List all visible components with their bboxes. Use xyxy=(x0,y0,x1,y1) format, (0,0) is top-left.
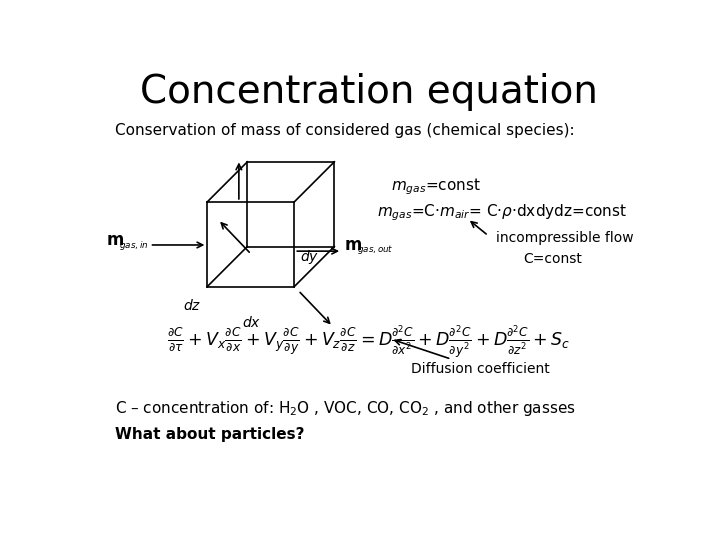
Text: Concentration equation: Concentration equation xyxy=(140,73,598,111)
Text: incompressible flow: incompressible flow xyxy=(496,231,634,245)
Text: $dz$: $dz$ xyxy=(183,298,201,313)
Text: $\mathbf{m}$: $\mathbf{m}$ xyxy=(344,236,362,254)
Text: C – concentration of: H$_2$O , VOC, CO, CO$_2$ , and other gasses: C – concentration of: H$_2$O , VOC, CO, … xyxy=(115,399,576,418)
Text: Diffusion coefficient: Diffusion coefficient xyxy=(395,340,550,376)
Text: What about particles?: What about particles? xyxy=(115,427,305,442)
Text: $m_{gas}$=C·$m_{air}$= C·$\rho$·dxdydz=const: $m_{gas}$=C·$m_{air}$= C·$\rho$·dxdydz=c… xyxy=(377,202,627,223)
Text: Conservation of mass of considered gas (chemical species):: Conservation of mass of considered gas (… xyxy=(115,123,575,138)
Text: $_{gas,out}$: $_{gas,out}$ xyxy=(356,244,393,257)
Text: $\frac{\partial C}{\partial \tau}+V_x\frac{\partial C}{\partial x}+V_y\frac{\par: $\frac{\partial C}{\partial \tau}+V_x\fr… xyxy=(167,323,571,361)
Text: $dx$: $dx$ xyxy=(242,315,261,330)
Text: $m_{gas}$=const: $m_{gas}$=const xyxy=(390,176,480,197)
Text: C=const: C=const xyxy=(523,252,582,266)
Text: $dy$: $dy$ xyxy=(300,248,319,266)
Text: $_{gas,in}$: $_{gas,in}$ xyxy=(119,239,148,252)
Text: $\mathbf{m}$: $\mathbf{m}$ xyxy=(106,231,124,249)
